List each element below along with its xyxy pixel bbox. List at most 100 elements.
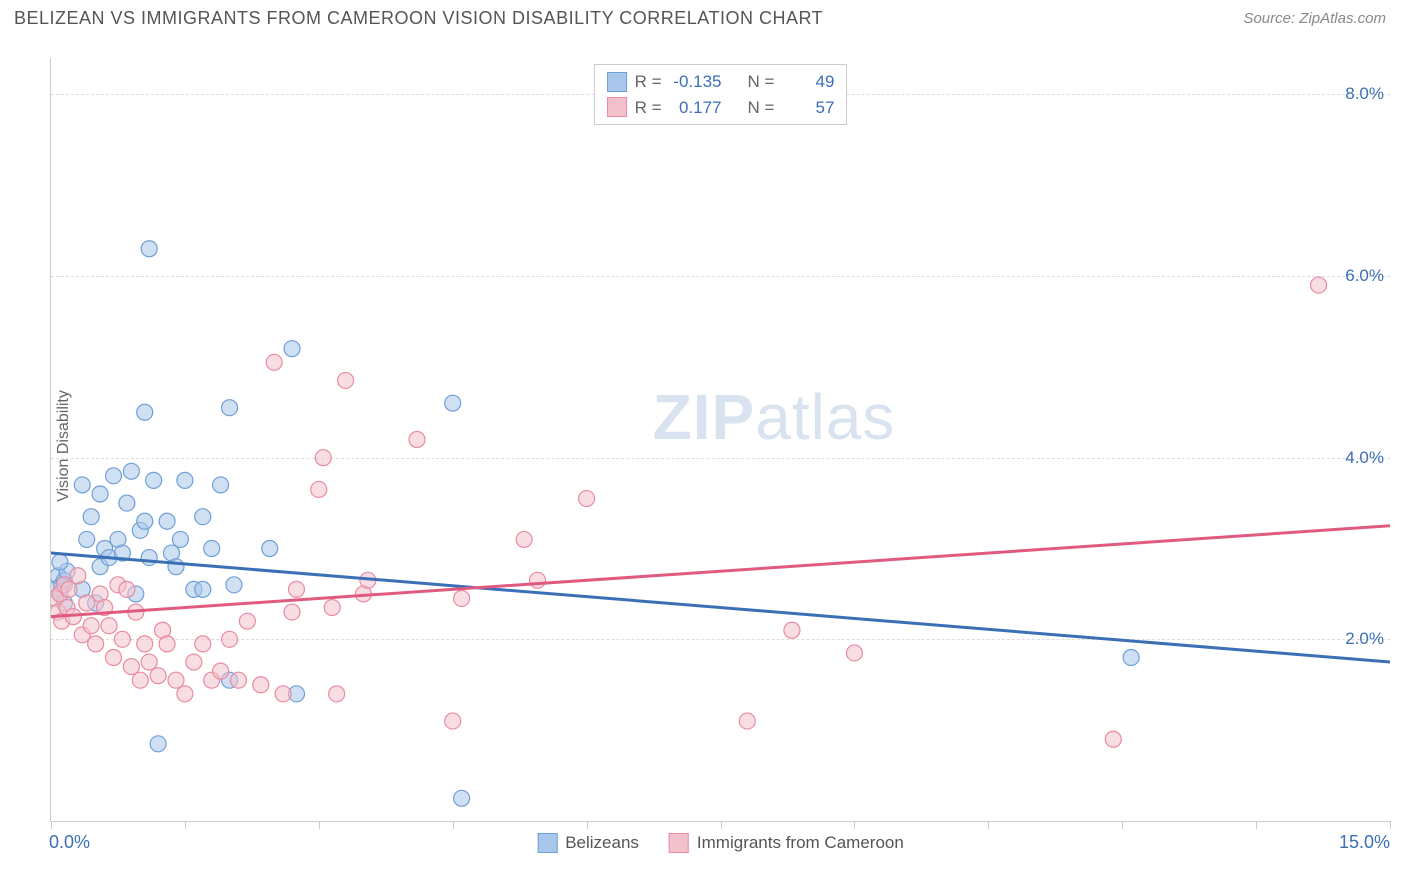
- data-point: [338, 372, 354, 388]
- data-point: [70, 568, 86, 584]
- data-point: [445, 395, 461, 411]
- data-point: [195, 509, 211, 525]
- r-label-2: R =: [635, 95, 662, 121]
- trend-line: [51, 553, 1390, 662]
- data-point: [83, 618, 99, 634]
- data-point: [168, 672, 184, 688]
- stats-row-series2: R = 0.177 N = 57: [607, 95, 835, 121]
- x-axis-min-label: 0.0%: [49, 832, 90, 853]
- data-point: [150, 668, 166, 684]
- chart-header: BELIZEAN VS IMMIGRANTS FROM CAMEROON VIS…: [0, 0, 1406, 37]
- data-point: [105, 650, 121, 666]
- n-label-1: N =: [748, 69, 775, 95]
- data-point: [88, 636, 104, 652]
- data-point: [253, 677, 269, 693]
- data-point: [222, 631, 238, 647]
- x-tick: [51, 821, 52, 829]
- data-point: [119, 495, 135, 511]
- data-point: [74, 477, 90, 493]
- data-point: [146, 472, 162, 488]
- data-point: [137, 513, 153, 529]
- swatch-series2: [607, 97, 627, 117]
- x-tick: [988, 821, 989, 829]
- data-point: [195, 581, 211, 597]
- data-point: [1105, 731, 1121, 747]
- data-point: [132, 672, 148, 688]
- data-point: [204, 541, 220, 557]
- data-point: [119, 581, 135, 597]
- data-point: [445, 713, 461, 729]
- x-tick: [319, 821, 320, 829]
- data-point: [266, 354, 282, 370]
- data-point: [311, 481, 327, 497]
- data-point: [79, 531, 95, 547]
- r-label-1: R =: [635, 69, 662, 95]
- data-point: [123, 659, 139, 675]
- data-point: [150, 736, 166, 752]
- x-tick: [854, 821, 855, 829]
- scatter-svg: [51, 58, 1390, 821]
- data-point: [52, 554, 68, 570]
- data-point: [213, 477, 229, 493]
- data-point: [141, 550, 157, 566]
- x-axis-max-label: 15.0%: [1339, 832, 1390, 853]
- data-point: [454, 590, 470, 606]
- chart-source: Source: ZipAtlas.com: [1243, 10, 1386, 27]
- data-point: [454, 790, 470, 806]
- data-point: [61, 581, 77, 597]
- x-tick: [721, 821, 722, 829]
- data-point: [177, 472, 193, 488]
- n-value-1: 49: [782, 69, 834, 95]
- data-point: [105, 468, 121, 484]
- data-point: [168, 559, 184, 575]
- data-point: [784, 622, 800, 638]
- data-point: [530, 572, 546, 588]
- legend-item-2: Immigrants from Cameroon: [669, 833, 904, 853]
- data-point: [284, 604, 300, 620]
- data-point: [284, 341, 300, 357]
- data-point: [409, 432, 425, 448]
- chart-title: BELIZEAN VS IMMIGRANTS FROM CAMEROON VIS…: [14, 8, 823, 29]
- data-point: [114, 631, 130, 647]
- stats-row-series1: R = -0.135 N = 49: [607, 69, 835, 95]
- data-point: [195, 636, 211, 652]
- data-point: [329, 686, 345, 702]
- data-point: [83, 509, 99, 525]
- data-point: [579, 491, 595, 507]
- data-point: [213, 663, 229, 679]
- data-point: [186, 654, 202, 670]
- r-value-2: 0.177: [670, 95, 722, 121]
- data-point: [739, 713, 755, 729]
- stats-legend: R = -0.135 N = 49 R = 0.177 N = 57: [594, 64, 848, 125]
- n-value-2: 57: [782, 95, 834, 121]
- data-point: [137, 636, 153, 652]
- data-point: [846, 645, 862, 661]
- x-tick: [185, 821, 186, 829]
- data-point: [239, 613, 255, 629]
- data-point: [123, 463, 139, 479]
- x-tick: [1390, 821, 1391, 829]
- chart-plot-area: ZIPatlas R = -0.135 N = 49 R = 0.177 N =…: [50, 58, 1390, 822]
- data-point: [159, 513, 175, 529]
- data-point: [262, 541, 278, 557]
- x-tick: [587, 821, 588, 829]
- data-point: [230, 672, 246, 688]
- n-label-2: N =: [748, 95, 775, 121]
- data-point: [516, 531, 532, 547]
- data-point: [315, 450, 331, 466]
- data-point: [275, 686, 291, 702]
- x-tick: [1122, 821, 1123, 829]
- data-point: [177, 686, 193, 702]
- legend-label-2: Immigrants from Cameroon: [697, 833, 904, 853]
- legend-swatch-1: [537, 833, 557, 853]
- data-point: [141, 654, 157, 670]
- data-point: [226, 577, 242, 593]
- r-value-1: -0.135: [670, 69, 722, 95]
- series-legend: Belizeans Immigrants from Cameroon: [537, 833, 904, 853]
- data-point: [137, 404, 153, 420]
- x-tick: [453, 821, 454, 829]
- data-point: [222, 400, 238, 416]
- x-tick: [1256, 821, 1257, 829]
- data-point: [1311, 277, 1327, 293]
- swatch-series1: [607, 72, 627, 92]
